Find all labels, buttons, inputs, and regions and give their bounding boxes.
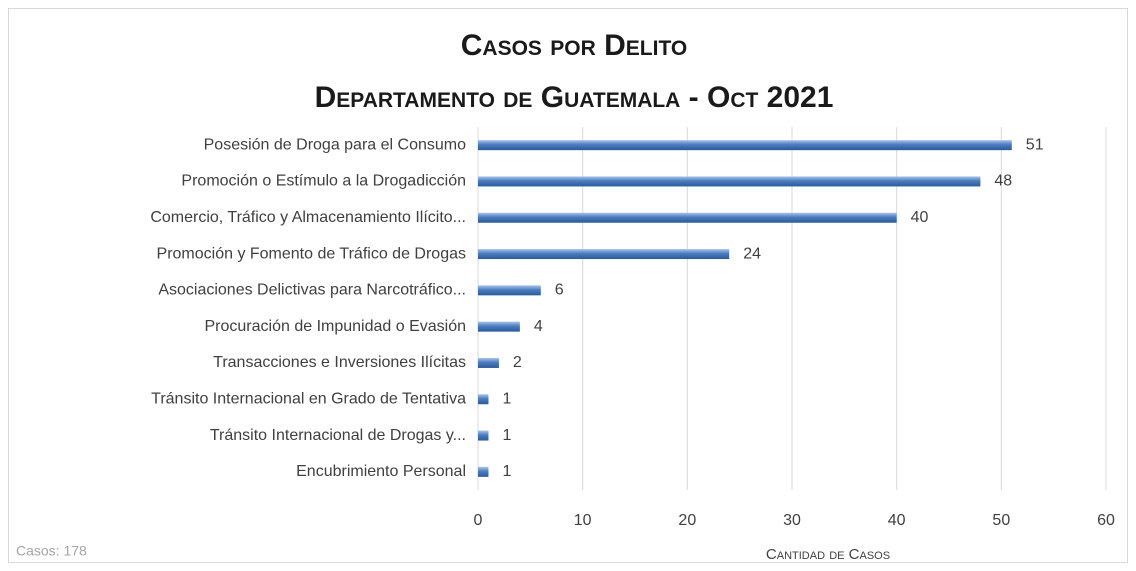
y-tick-label: Transacciones e Inversiones Ilícitas: [213, 354, 466, 371]
data-label: 4: [534, 318, 543, 335]
data-label: 1: [502, 427, 511, 444]
data-label: 51: [1026, 136, 1044, 153]
chart-frame: [8, 8, 1128, 563]
bar: [478, 466, 489, 477]
bar: [478, 357, 499, 368]
data-label: 40: [911, 209, 929, 226]
x-tick-label: 20: [678, 512, 696, 529]
data-label: 2: [513, 354, 522, 371]
x-tick-label: 60: [1097, 512, 1115, 529]
bar: [478, 285, 541, 296]
x-tick-label: 10: [574, 512, 592, 529]
bar: [478, 140, 1012, 151]
bar: [478, 176, 981, 187]
x-tick-label: 0: [474, 512, 483, 529]
bar: [478, 321, 520, 332]
annotation: Casos: 178: [16, 543, 87, 559]
x-tick-label: 50: [992, 512, 1010, 529]
bar: [478, 430, 489, 441]
y-tick-label: Posesión de Droga para el Consumo: [204, 136, 466, 153]
data-label: 1: [502, 390, 511, 407]
y-tick-label: Asociaciones Delictivas para Narcotráfic…: [158, 282, 466, 299]
data-label: 6: [555, 282, 564, 299]
y-tick-label: Encubrimiento Personal: [296, 463, 466, 480]
x-tick-label: 30: [783, 512, 801, 529]
y-tick-label: Tránsito Internacional de Drogas y...: [210, 427, 466, 444]
chart-title: Casos por Delito: [461, 29, 687, 62]
y-tick-label: Tránsito Internacional en Grado de Tenta…: [151, 390, 466, 407]
data-label: 1: [502, 463, 511, 480]
bar: [478, 212, 897, 223]
data-label: 48: [994, 173, 1012, 190]
chart-subtitle: Departamento de Guatemala - Oct 2021: [315, 81, 834, 114]
bar: [478, 394, 489, 405]
y-tick-label: Procuración de Impunidad o Evasión: [205, 318, 467, 335]
x-tick-label: 40: [888, 512, 906, 529]
data-label: 24: [743, 245, 761, 262]
y-tick-label: Comercio, Tráfico y Almacenamiento Ilíci…: [150, 209, 466, 226]
bar: [478, 249, 730, 260]
y-tick-label: Promoción y Fomento de Tráfico de Drogas: [157, 245, 466, 262]
y-tick-label: Promoción o Estímulo a la Drogadicción: [181, 173, 466, 190]
x-axis-label: Cantidad de Casos: [766, 546, 890, 563]
